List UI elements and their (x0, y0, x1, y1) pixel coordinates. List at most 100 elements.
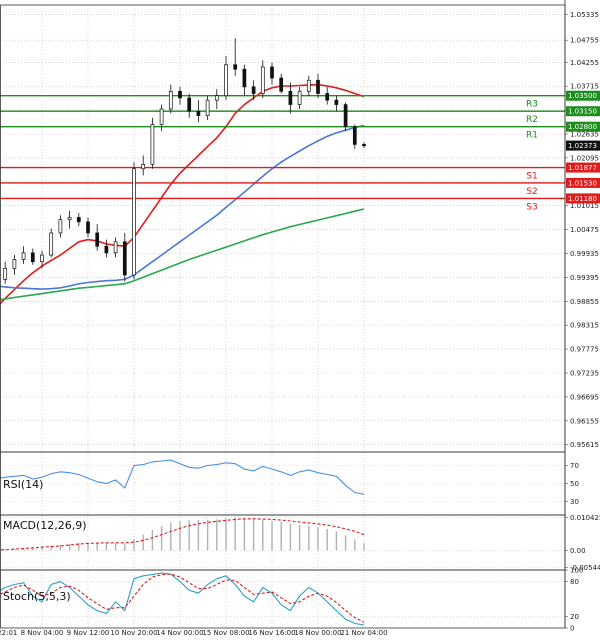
candle-bear (242, 68, 247, 88)
time-tick-label: 21 Nov 04:00 (340, 629, 387, 637)
price-tick-label: 0.97235 (570, 370, 599, 378)
level-price-label: 1.03500 (568, 92, 597, 100)
level-price-tag (566, 193, 600, 204)
candle-bear (178, 90, 182, 99)
indicator-title: Stoch(5,5,3) (3, 590, 71, 603)
price-tick-label: 0.99935 (570, 250, 599, 258)
time-tick-label: 7 Nov 22:01 (0, 629, 17, 637)
time-tick-label: 8 Nov 04:00 (21, 629, 64, 637)
candle-bear (196, 110, 201, 116)
price-tick-label: 1.00475 (570, 226, 599, 234)
price-axis: 1.053351.047551.042551.037151.031751.026… (565, 11, 600, 633)
level-price-tag (566, 162, 600, 173)
candle-bull (224, 64, 228, 97)
price-tick-label: 0.97775 (570, 346, 599, 354)
indicator-line (0, 459, 365, 495)
indicator-tick-label: 50 (570, 480, 579, 488)
last-price-label: 1.02373 (568, 142, 597, 150)
indicator-tick-label: 0.00 (570, 547, 586, 555)
candle-bull (141, 163, 146, 170)
indicator-title: RSI(14) (3, 478, 43, 491)
candle-bear (233, 64, 238, 70)
candle-bear (251, 86, 256, 94)
indicator-title: MACD(12,26,9) (3, 519, 87, 532)
candle-bull (150, 124, 155, 165)
candle-bull (260, 66, 265, 94)
candle-bear (352, 126, 357, 145)
indicator-line (0, 573, 365, 623)
price-tick-label: 1.04255 (570, 59, 599, 67)
time-tick-label: 18 Nov 00:00 (294, 629, 341, 637)
price-tick-label: 0.99395 (570, 274, 599, 282)
candle-bear (316, 79, 320, 94)
candle-bear (270, 66, 274, 79)
price-tick-label: 1.03715 (570, 83, 599, 91)
price-tick-label: 0.96155 (570, 417, 599, 425)
candle-bull (132, 168, 136, 276)
candle-bear (325, 93, 330, 101)
candle-bull (21, 252, 26, 260)
candle-bear (104, 245, 109, 254)
candle-bear (187, 97, 192, 112)
candle-bull (205, 99, 210, 116)
time-tick-label: 14 Nov 00:00 (156, 629, 203, 637)
time-tick-label: 16 Nov 16:00 (248, 629, 295, 637)
candle-bull (306, 79, 311, 92)
price-tick-label: 0.96695 (570, 393, 599, 401)
indicator-line (0, 572, 365, 626)
candle-bull (49, 232, 54, 256)
candle-bear (334, 99, 339, 105)
level-price-tag (566, 106, 600, 117)
indicator-tick-label: 100 (570, 567, 583, 575)
level-price-label: 1.01530 (568, 179, 597, 187)
indicator-tick-label: -0.005445 (570, 564, 600, 572)
candle-bull (297, 90, 302, 105)
price-tick-label: 1.02635 (570, 131, 599, 139)
level-price-label: 1.01877 (568, 164, 597, 172)
level-price-label: 1.03150 (568, 108, 597, 116)
moving-average-line (0, 83, 365, 306)
candle-bull (67, 217, 72, 220)
price-panel: R3 R2 R1 S1 S2 S3 (0, 38, 565, 306)
candle-bull (3, 267, 8, 280)
level-name-r3: R3 (526, 100, 538, 110)
indicator-tick-label: 80 (570, 578, 579, 586)
candle-bear (288, 90, 293, 105)
indicator-tick-label: 20 (570, 613, 579, 621)
candle-bull (214, 95, 219, 101)
moving-average-line (0, 208, 365, 301)
candle-bull (168, 90, 173, 110)
level-price-label: 1.02800 (568, 123, 597, 131)
candle-bear (30, 252, 35, 263)
panel-frames (0, 0, 566, 629)
candle-bear (343, 104, 348, 128)
indicator-panels: RSI(14) MACD(12,26,9) Stoch(5,5,3) (0, 459, 565, 626)
indicator-tick-label: 70 (570, 462, 579, 470)
time-tick-label: 9 Nov 12:00 (67, 629, 110, 637)
price-tick-label: 1.05335 (570, 11, 599, 19)
candle-bear (76, 217, 81, 223)
price-tick-label: 1.02095 (570, 154, 599, 162)
price-tick-label: 1.04755 (570, 37, 599, 45)
time-tick-label: 10 Nov 20:00 (110, 629, 157, 637)
moving-average-line (0, 124, 365, 290)
candle-bull (58, 219, 63, 234)
level-name-r2: R2 (526, 115, 538, 125)
candle-bear (122, 241, 127, 276)
price-tick-label: 0.98315 (570, 322, 599, 330)
indicator-tick-label: 0 (570, 625, 574, 633)
level-price-tag (566, 121, 600, 132)
candle-bull (113, 241, 118, 254)
candle-bull (159, 108, 164, 125)
level-name-r1: R1 (526, 131, 538, 141)
indicator-line (0, 518, 365, 551)
level-name-s2: S2 (526, 187, 537, 197)
candle-bear (279, 77, 284, 92)
price-tick-label: 0.95615 (570, 441, 599, 449)
time-tick-label: 15 Nov 08:00 (202, 629, 249, 637)
level-price-label: 1.01180 (568, 195, 597, 203)
level-price-tag (566, 177, 600, 188)
candle-bear (362, 144, 366, 147)
